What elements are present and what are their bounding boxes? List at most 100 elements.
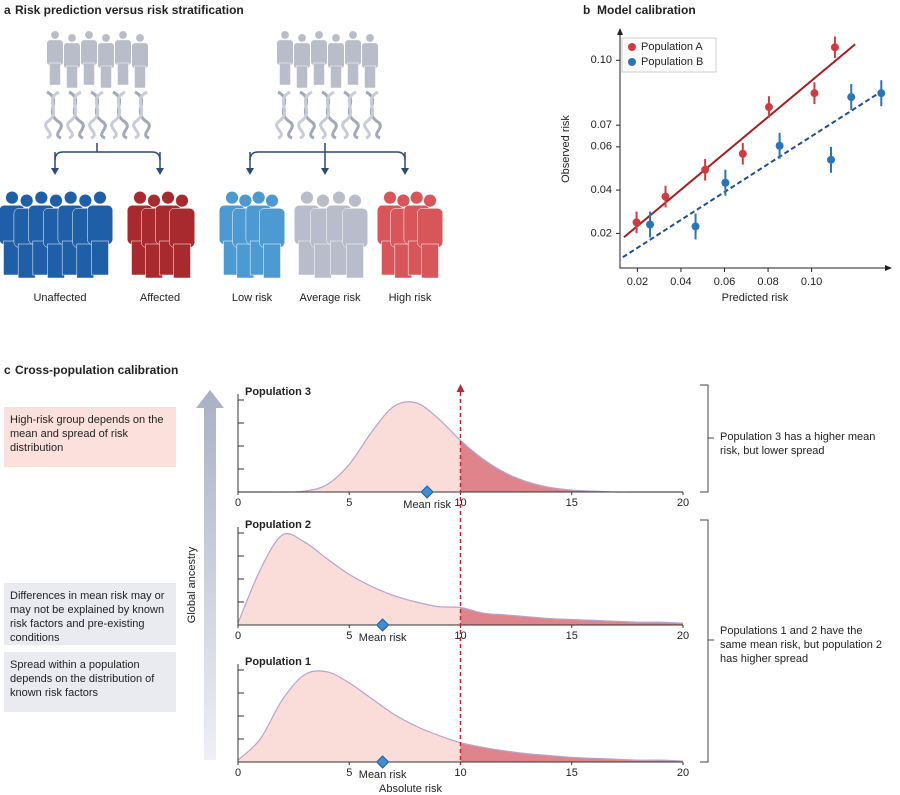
density-curve xyxy=(237,532,684,624)
person-body xyxy=(342,208,368,248)
point xyxy=(691,222,700,231)
note: Population 3 has a higher mean risk, but… xyxy=(720,431,876,457)
dna xyxy=(319,90,335,140)
person-head xyxy=(396,194,410,208)
dna xyxy=(44,90,60,140)
person-body xyxy=(344,39,362,66)
dna xyxy=(363,90,379,140)
arrow-head xyxy=(321,168,329,175)
person-head xyxy=(133,191,147,205)
x-tick-label: 10 xyxy=(454,767,466,779)
person-head xyxy=(118,30,128,40)
arrow-head xyxy=(885,265,892,271)
x-tick-label: 0.10 xyxy=(801,276,822,288)
x-tick-label: 20 xyxy=(677,767,689,779)
arrow-head xyxy=(401,168,409,175)
group-label: High risk xyxy=(389,292,432,304)
mean-label: Mean risk xyxy=(359,769,407,781)
person-head xyxy=(265,194,279,208)
person-legs xyxy=(91,240,109,276)
person-legs xyxy=(49,62,61,86)
legend-marker xyxy=(628,58,636,66)
x-tick-label: 15 xyxy=(566,767,578,779)
x-tick-label: 5 xyxy=(346,767,352,779)
fit-line xyxy=(622,91,881,259)
group-label: Affected xyxy=(140,292,180,304)
arrow-head xyxy=(51,168,59,175)
person-body xyxy=(131,42,149,69)
y-tick-label: 0.06 xyxy=(591,141,612,153)
point xyxy=(847,93,856,102)
group-label: Unaffected xyxy=(33,292,86,304)
x-axis-label: Predicted risk xyxy=(722,292,789,304)
panel-label: a xyxy=(4,3,11,17)
person-head xyxy=(84,30,94,40)
x-tick-label: 15 xyxy=(566,497,578,509)
legend-label: Population B xyxy=(641,56,703,68)
note: Populations 1 and 2 have the same mean r… xyxy=(720,625,883,665)
person-head xyxy=(78,194,92,208)
person-head xyxy=(314,30,324,40)
person-body xyxy=(46,39,64,66)
x-tick-label: 5 xyxy=(346,497,352,509)
panel-title: Model calibration xyxy=(597,3,696,17)
person-legs xyxy=(330,65,342,89)
y-tick-label: 0.02 xyxy=(591,227,612,239)
note: High-risk group depends on the mean and … xyxy=(4,407,176,467)
point xyxy=(826,155,835,164)
point xyxy=(721,178,730,187)
arrow-head xyxy=(246,168,254,175)
person-head xyxy=(423,194,437,208)
group-label: Low risk xyxy=(232,292,273,304)
panel-title: Risk prediction versus risk stratificati… xyxy=(15,3,244,17)
point xyxy=(775,141,784,150)
panel-label: c xyxy=(4,363,11,377)
person-head xyxy=(252,191,266,205)
y-tick-label: 0.07 xyxy=(591,119,612,131)
dna xyxy=(66,90,82,140)
arrow-head xyxy=(456,384,465,392)
dna xyxy=(275,90,291,140)
note: Differences in mean risk may or may not … xyxy=(4,583,176,645)
person-head xyxy=(147,194,161,208)
person-head xyxy=(64,191,78,205)
high-risk-area xyxy=(460,440,683,493)
dna xyxy=(341,90,357,140)
x-tick-label: 0.04 xyxy=(670,276,691,288)
x-tick-label: 10 xyxy=(454,497,466,509)
person-legs xyxy=(173,243,191,279)
mean-marker xyxy=(375,755,390,769)
person-head xyxy=(49,194,63,208)
high-risk-area xyxy=(460,742,683,762)
person-head xyxy=(93,191,107,205)
person-head xyxy=(410,191,424,205)
connector xyxy=(54,143,161,161)
dna xyxy=(297,90,313,140)
person-body xyxy=(259,208,285,248)
mean-marker xyxy=(420,485,434,499)
subplot-title: Population 3 xyxy=(245,386,311,398)
high-risk-area xyxy=(460,607,683,625)
person-legs xyxy=(346,243,364,279)
x-tick-label: 5 xyxy=(346,630,352,642)
person-head xyxy=(67,33,77,43)
person-legs xyxy=(117,62,129,86)
legend-marker xyxy=(628,43,636,51)
person-legs xyxy=(314,243,332,279)
x-tick-label: 10 xyxy=(454,630,466,642)
person-head xyxy=(365,33,375,43)
person-head xyxy=(50,30,60,40)
density-area xyxy=(238,533,683,625)
group-label: Average risk xyxy=(300,292,361,304)
mean-label: Mean risk xyxy=(403,499,451,511)
person-legs xyxy=(313,62,325,86)
x-tick-label: 0 xyxy=(235,630,241,642)
point xyxy=(764,103,773,112)
axis xyxy=(619,30,890,269)
dna xyxy=(110,90,126,140)
person-head xyxy=(383,191,397,205)
person-body xyxy=(417,208,443,248)
axis-label: Global ancestry xyxy=(186,546,198,623)
x-tick-label: 0 xyxy=(235,497,241,509)
